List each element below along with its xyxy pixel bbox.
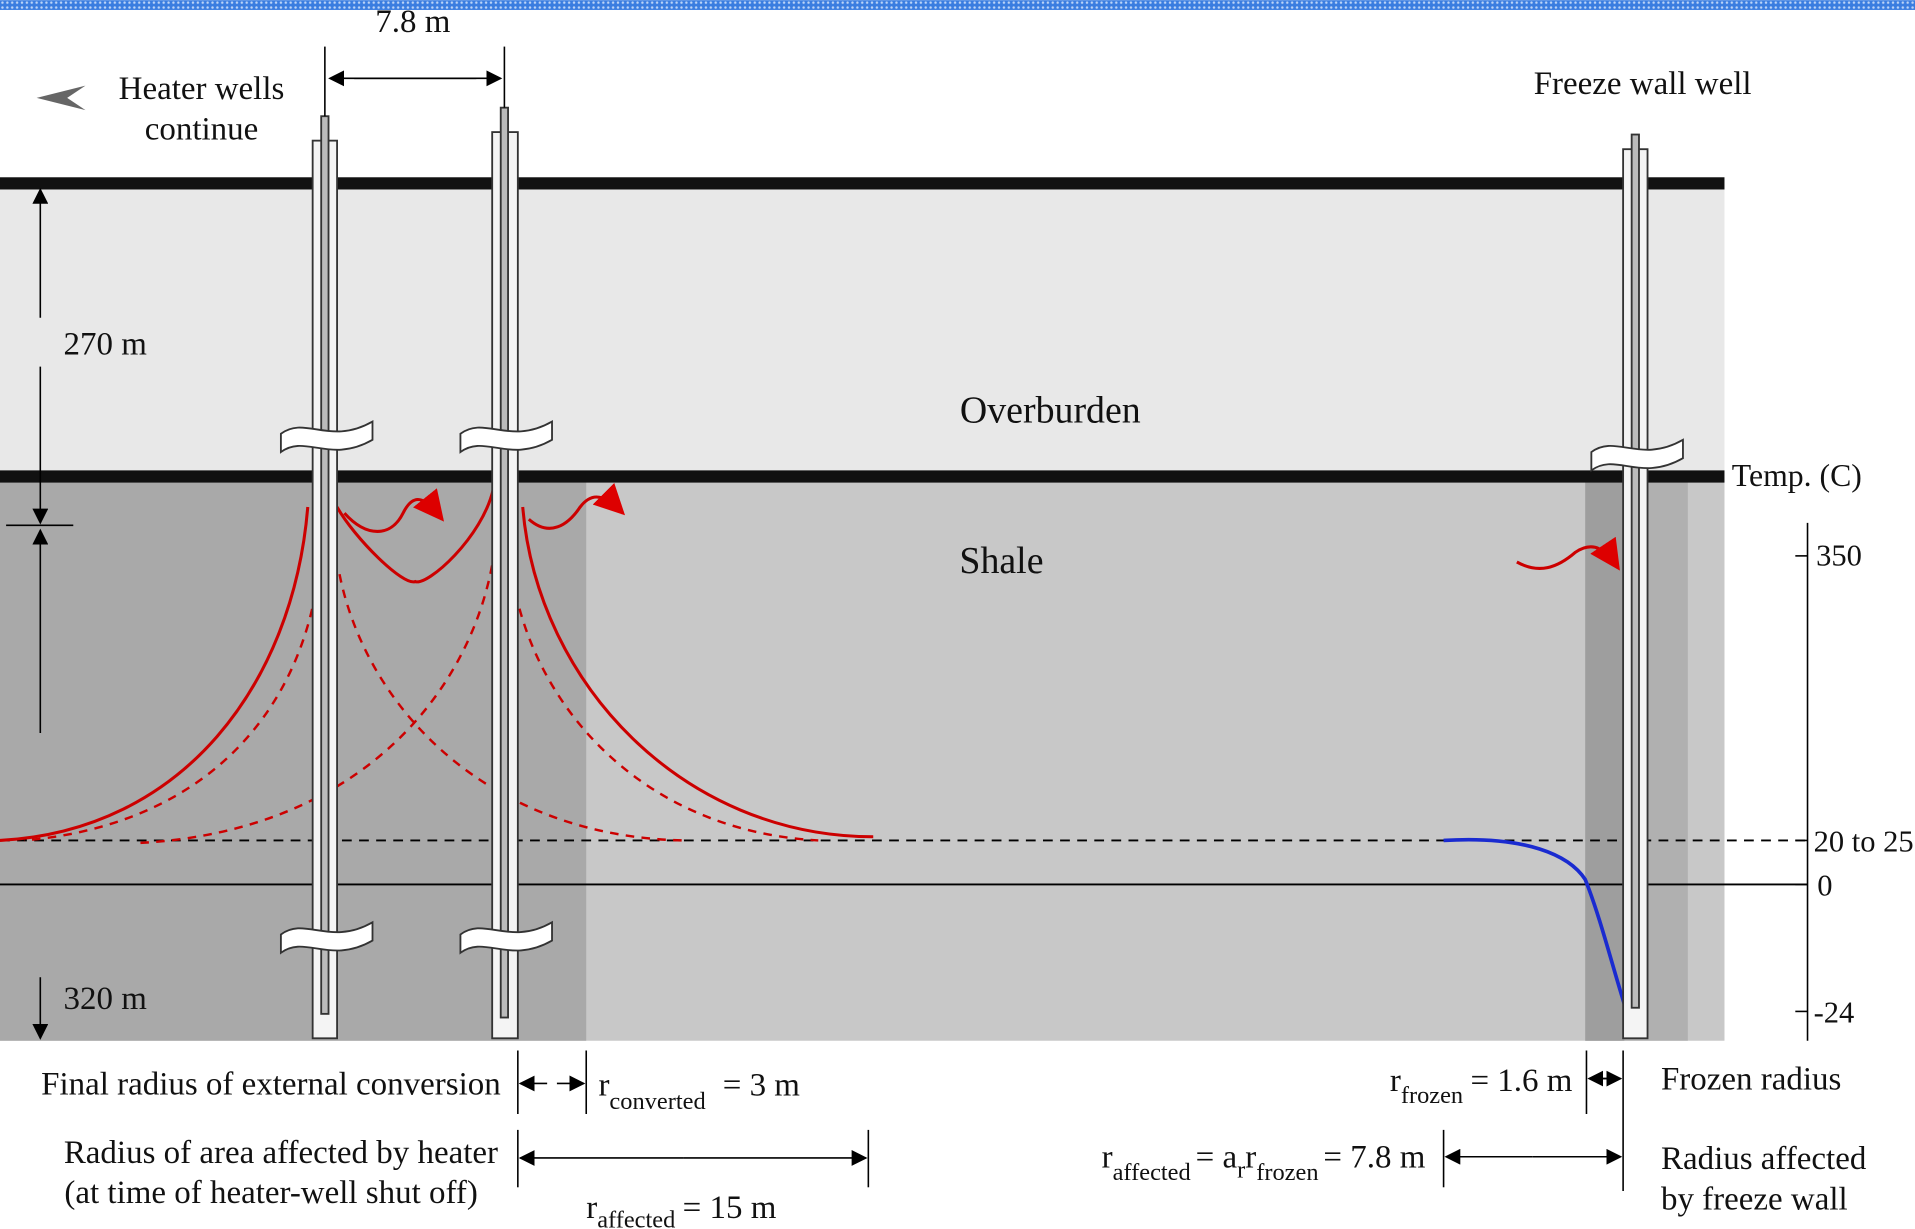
continue-arrow [37, 86, 86, 110]
depth-label: 320 m [64, 981, 148, 1017]
tick-label: 0 [1817, 868, 1832, 902]
annotation: Radius of area affected by heater [64, 1135, 498, 1171]
annotation: raffected = 15 m [586, 1190, 776, 1229]
tick-label: -24 [1814, 995, 1855, 1029]
layer-label: Shale [959, 540, 1043, 582]
tick-label: 20 to 25 [1814, 824, 1914, 858]
depth-label: 270 m [64, 326, 148, 362]
subscript: frozen [1401, 1082, 1463, 1109]
diagram: 7.8 m Heater wells continue Freeze wall … [0, 0, 1915, 1229]
subscript: converted [609, 1088, 705, 1115]
value: = 3 m [723, 1068, 801, 1104]
annotation: rfrozen = 1.6 m [1390, 1063, 1573, 1109]
annotation: Frozen radius [1661, 1062, 1841, 1098]
annotation: (at time of heater-well shut off) [64, 1175, 477, 1211]
axis-title: Temp. (C) [1732, 458, 1862, 493]
annotation: Radius affected [1661, 1141, 1867, 1177]
annotation: Final radius of external conversion [41, 1066, 501, 1102]
equation: = a [1196, 1140, 1238, 1176]
freeze-well-label: Freeze wall well [1534, 66, 1752, 102]
symbol: r [1245, 1140, 1256, 1176]
symbol: r [598, 1068, 609, 1104]
subscript: affected [1113, 1159, 1191, 1186]
heater-label: continue [145, 111, 259, 147]
boundary-line [0, 470, 1724, 482]
annotation: by freeze wall [1661, 1181, 1848, 1217]
subscript: affected [597, 1207, 675, 1229]
symbol: r [1102, 1140, 1113, 1176]
annotation: rconverted = 3 m [598, 1068, 800, 1115]
page: {"header": {"spacing": "7.8 m", "heater_… [0, 0, 1915, 1229]
subscript: frozen [1256, 1159, 1318, 1186]
symbol: r [586, 1190, 597, 1226]
frozen-zone [1585, 476, 1624, 1040]
value: = 1.6 m [1470, 1063, 1572, 1099]
spacing-label: 7.8 m [375, 4, 450, 40]
heater-label: Heater wells [119, 71, 285, 107]
subscript: r [1237, 1157, 1245, 1184]
layer-label: Overburden [960, 390, 1141, 432]
surface-line [0, 177, 1724, 189]
value: = 7.8 m [1323, 1140, 1425, 1176]
overburden-layer [0, 183, 1724, 476]
tick-label: 350 [1816, 539, 1862, 573]
symbol: r [1390, 1063, 1401, 1099]
annotation: raffected= arrfrozen= 7.8 m [1102, 1140, 1426, 1186]
value: = 15 m [683, 1190, 777, 1226]
top-strip [0, 0, 1915, 10]
